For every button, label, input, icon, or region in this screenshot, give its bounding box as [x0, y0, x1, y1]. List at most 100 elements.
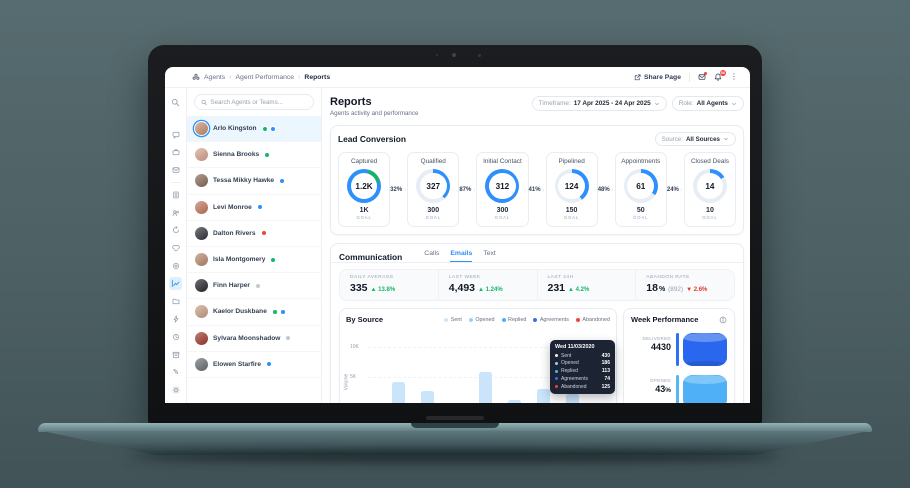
- archive-icon[interactable]: [169, 348, 182, 361]
- legend-dot: [533, 317, 538, 322]
- lead-conversion-title: Lead Conversion: [338, 134, 406, 144]
- support-icon[interactable]: [169, 366, 182, 379]
- status-badge: [279, 177, 286, 184]
- projects-icon[interactable]: [169, 295, 182, 308]
- laptop-frame: Agents › Agent Performance › Reports Sha…: [148, 45, 762, 423]
- by-source-chart-card: By Source Sent Opened Replied Agreements…: [339, 308, 617, 403]
- agent-list-item[interactable]: Tessa Mikky Hawke: [187, 168, 321, 195]
- goal-caption: GOAL: [356, 215, 372, 220]
- agent-list-item[interactable]: Dalton Rivers: [187, 221, 321, 247]
- agent-list-item[interactable]: Finn Harper: [187, 273, 321, 300]
- stacked-bar[interactable]: [479, 372, 492, 403]
- agent-name: Finn Harper: [213, 282, 251, 290]
- tab-text[interactable]: Text: [483, 250, 496, 257]
- teams-icon[interactable]: [169, 206, 182, 219]
- tab-calls[interactable]: Calls: [424, 250, 440, 257]
- app-window: Agents › Agent Performance › Reports Sha…: [165, 67, 750, 403]
- tab-emails[interactable]: Emails: [450, 250, 473, 262]
- progress-ring: 124: [554, 169, 589, 203]
- stat-secondary-value: (892): [668, 286, 684, 293]
- agent-name: Arlo Kingston: [213, 125, 257, 133]
- funnel-stage-card[interactable]: Qualified 327 300 GOAL: [407, 152, 460, 227]
- stacked-bar[interactable]: [392, 382, 405, 403]
- stage-conversion-rate: 24%: [667, 187, 684, 193]
- stacked-bar[interactable]: [508, 400, 521, 403]
- stat-last-week: LAST WEEK 4,493 ▲ 1.24%: [437, 270, 537, 300]
- hinge-slot: [426, 416, 484, 420]
- agents-search-input[interactable]: [210, 98, 307, 106]
- chart-tooltip: Wed 11/03/2020 Sent 430 Opened 186 Replied…: [550, 340, 615, 394]
- divider: [331, 262, 743, 263]
- wp-value: 43%: [655, 384, 671, 394]
- settings-icon[interactable]: [169, 384, 182, 397]
- funnel-stage-card[interactable]: Appointments 61 50 GOAL: [614, 152, 667, 227]
- funnel-stage-card[interactable]: Captured 1.2K 1K GOAL: [338, 152, 391, 227]
- organization-icon[interactable]: [169, 188, 182, 201]
- agent-name: Dalton Rivers: [213, 229, 256, 237]
- stat-value: 4,493: [448, 282, 476, 294]
- agent-list-item[interactable]: Isla Montgomery: [187, 247, 321, 274]
- camera-led: [478, 54, 481, 57]
- history-icon[interactable]: [169, 330, 182, 343]
- communication-stats: DAILY AVERAGE 335 ▲ 13.8% LAST WEEK 4,49…: [339, 269, 735, 301]
- stat-value: 231: [547, 282, 566, 294]
- agent-name: Sylvara Moonshadow: [213, 334, 281, 342]
- series-dot: [555, 354, 558, 357]
- info-icon[interactable]: [719, 316, 727, 324]
- notifications-button[interactable]: 36: [714, 70, 726, 81]
- search-icon[interactable]: [169, 96, 182, 109]
- pipelines-icon[interactable]: [169, 224, 182, 237]
- stacked-bar[interactable]: [566, 394, 579, 403]
- legend-item[interactable]: Opened: [468, 317, 495, 323]
- automation-icon[interactable]: [169, 313, 182, 326]
- integrations-icon[interactable]: [169, 242, 182, 255]
- timeframe-select[interactable]: Timeframe: 17 Apr 2025 - 24 Apr 2025: [531, 96, 667, 111]
- stage-conversion-rate: 41%: [529, 187, 546, 193]
- stacked-bar[interactable]: [537, 389, 550, 403]
- agent-list-item[interactable]: Elowen Starfire: [187, 352, 321, 378]
- progress-ring: 312: [485, 169, 520, 203]
- inbox-button[interactable]: [698, 72, 707, 81]
- agents-search[interactable]: [194, 94, 314, 110]
- messages-icon[interactable]: [169, 128, 182, 141]
- inbox-icon[interactable]: [169, 164, 182, 177]
- agent-list-item[interactable]: Sylvara Moonshadow: [187, 326, 321, 352]
- chevron-right-icon: [473, 188, 475, 191]
- overflow-menu-button[interactable]: ⋮: [730, 72, 738, 81]
- agent-name: Levi Monroe: [213, 203, 252, 211]
- funnel-stage-card[interactable]: Pipelined 124 150 GOAL: [545, 152, 598, 227]
- breadcrumb-item[interactable]: Agent Performance: [235, 73, 295, 81]
- agent-name: Kaelor Duskbane: [213, 308, 267, 316]
- status-badge: [255, 282, 262, 289]
- share-page-button[interactable]: Share Page: [634, 74, 681, 81]
- legend-dot: [501, 317, 506, 322]
- chevron-down-icon: [654, 102, 659, 105]
- analytics-icon[interactable]: [169, 277, 182, 291]
- workspace-icon[interactable]: [169, 146, 182, 159]
- status-badge: [271, 308, 278, 315]
- role-select[interactable]: Role: All Agents: [671, 96, 744, 111]
- targets-icon[interactable]: [169, 259, 182, 272]
- agent-list-item[interactable]: Arlo Kingston: [187, 116, 321, 143]
- source-select[interactable]: Source: All Sources: [654, 132, 736, 146]
- agent-list-item[interactable]: Kaelor Duskbane: [187, 299, 321, 326]
- tooltip-row: Opened 186: [555, 360, 610, 366]
- wp-indicator-line: [676, 333, 679, 366]
- funnel-stage-card[interactable]: Closed Deals 14 10 GOAL: [683, 152, 737, 227]
- stage-label: Initial Contact: [483, 158, 522, 165]
- stat-value: 18: [646, 282, 658, 294]
- legend-item[interactable]: Replied: [501, 317, 526, 323]
- legend-item[interactable]: Agreements: [533, 317, 569, 323]
- legend-item[interactable]: Abandoned: [575, 317, 610, 323]
- legend-item[interactable]: Sent: [444, 317, 462, 323]
- stage-conversion-rate: 87%: [459, 187, 476, 193]
- agent-list-item[interactable]: Levi Monroe: [187, 195, 321, 221]
- legend-dot: [444, 317, 449, 322]
- funnel-stage-card[interactable]: Initial Contact 312 300 GOAL: [476, 152, 529, 227]
- agent-list-item[interactable]: Sienna Brooks: [187, 142, 321, 169]
- agent-name: Elowen Starfire: [213, 360, 262, 368]
- stacked-bar[interactable]: [421, 391, 434, 403]
- delivered-cylinder: [682, 333, 727, 366]
- mail-icon: [698, 74, 706, 80]
- breadcrumb-item[interactable]: Agents: [204, 73, 226, 81]
